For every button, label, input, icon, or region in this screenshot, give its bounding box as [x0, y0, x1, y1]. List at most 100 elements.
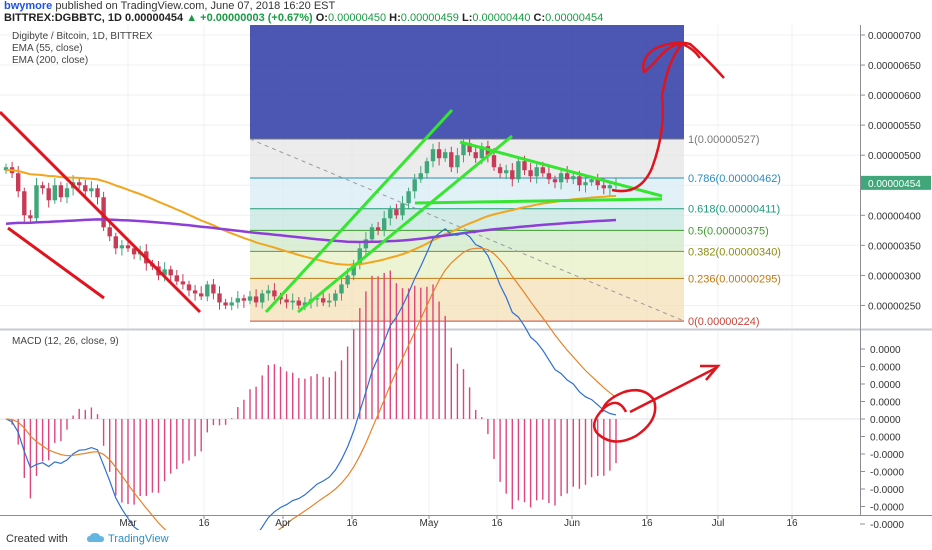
fib-zone — [250, 251, 684, 279]
last-price: 0.00000454 — [125, 12, 184, 24]
candle — [430, 149, 436, 162]
candle — [272, 290, 277, 297]
candle — [192, 290, 198, 294]
candle — [28, 215, 33, 219]
candle — [571, 176, 576, 180]
candle — [40, 185, 45, 189]
red-downtrend-line — [7, 226, 105, 300]
candle — [77, 182, 82, 186]
symbol-line: BITTREX:DGBBTC, 1D 0.00000454 ▲ +0.00000… — [4, 12, 603, 24]
symbol-label: BITTREX:DGBBTC, 1D — [4, 12, 122, 24]
fib-level-label: 0(0.00000224) — [688, 316, 760, 328]
macd-tick-label: 0.0000 — [870, 433, 901, 444]
candle — [339, 284, 344, 294]
candle — [52, 185, 57, 201]
candle — [473, 152, 478, 159]
fib-level-label: 0.5(0.00000375) — [688, 225, 769, 237]
candle — [388, 209, 393, 219]
time-tick-label: Jul — [712, 518, 725, 529]
macd-tick-label: -0.0000 — [870, 450, 904, 461]
price-change: ▲ +0.00000003 (+0.67%) — [186, 12, 313, 24]
candle — [284, 299, 289, 303]
time-tick-label: May — [420, 518, 439, 529]
candle — [186, 284, 192, 291]
candle — [205, 284, 210, 297]
macd-tick-label: -0.0000 — [870, 520, 904, 530]
candle — [601, 185, 606, 189]
candle — [101, 197, 106, 228]
candle — [345, 275, 350, 285]
tradingview-cloud-icon — [87, 533, 104, 542]
candle — [436, 149, 442, 159]
candles — [3, 137, 619, 311]
macd-line — [5, 228, 617, 530]
price-tick-label: 0.00000250 — [868, 301, 921, 312]
candle — [95, 188, 100, 198]
candle — [394, 209, 399, 216]
candle — [467, 143, 472, 153]
candle — [174, 275, 179, 282]
candle — [235, 298, 240, 303]
created-with: Created with — [6, 533, 68, 545]
macd-tick-label: 0.0000 — [870, 415, 901, 426]
macd-tick-label: 0.0000 — [870, 345, 901, 356]
candle — [125, 245, 131, 249]
candle — [3, 167, 9, 171]
candle — [46, 188, 51, 201]
candle — [22, 191, 27, 216]
macd-indicator — [0, 228, 860, 530]
chart-legend: Digibyte / Bitcoin, 1D, BITTREX EMA (55,… — [12, 31, 153, 347]
time-tick-label: Mar — [119, 518, 137, 529]
candle — [565, 173, 570, 180]
price-tick-label: 0.00000400 — [868, 211, 921, 222]
candle — [412, 179, 417, 192]
candle — [583, 182, 588, 186]
publish-info: published on TradingView.com, June 07, 2… — [55, 0, 336, 12]
fib-extension-zone — [250, 25, 684, 139]
candle — [528, 170, 533, 177]
candle — [607, 185, 613, 189]
price-tick-label: 0.00000350 — [868, 241, 921, 252]
candle — [546, 173, 552, 180]
price-tick-label: 0.00000700 — [868, 31, 921, 42]
green-trend-line — [297, 134, 513, 314]
tradingview-logo[interactable]: TradingView — [108, 533, 169, 545]
candle — [552, 179, 558, 183]
legend-ema200: EMA (200, close) — [12, 55, 88, 66]
candle — [424, 161, 430, 174]
fib-level-label: 0.382(0.00000340) — [688, 246, 781, 258]
candle — [522, 161, 527, 171]
macd-tick-label: -0.0000 — [870, 503, 904, 514]
candle — [64, 188, 70, 198]
candle — [211, 284, 216, 294]
red-macd-arrow — [592, 364, 721, 443]
candle — [418, 173, 423, 180]
candle — [540, 167, 545, 174]
macd-pane-bg — [0, 331, 860, 515]
price-axis: 0.00000700 0.00000650 0.00000600 0.00000550… — [860, 31, 931, 530]
candle — [497, 167, 503, 174]
candle — [534, 167, 539, 177]
candle — [296, 300, 301, 306]
legend-ema55: EMA (55, close) — [12, 43, 83, 54]
fib-level-label: 0.786(0.00000462) — [688, 173, 781, 185]
price-tick-label: 0.00000300 — [868, 271, 921, 282]
candle — [375, 227, 381, 231]
green-trend-line — [414, 197, 663, 205]
candle — [333, 293, 338, 301]
candle — [455, 155, 460, 168]
candle — [314, 298, 320, 300]
candle — [34, 185, 39, 219]
candle — [558, 173, 564, 183]
candle — [577, 176, 582, 186]
time-axis: Mar 16 Apr 16 May 16 Jun 16 Jul 16 — [119, 515, 798, 529]
candle — [351, 263, 356, 276]
candle — [363, 239, 369, 249]
candle — [510, 170, 515, 180]
candle — [382, 218, 387, 231]
candle — [357, 248, 362, 264]
author-name[interactable]: bwymore — [4, 0, 53, 12]
chart-canvas[interactable]: 1(0.00000527) 0.786(0.00000462) 0.618(0.00… — [0, 25, 932, 530]
candle — [229, 302, 234, 306]
time-tick-label: 16 — [346, 518, 358, 529]
